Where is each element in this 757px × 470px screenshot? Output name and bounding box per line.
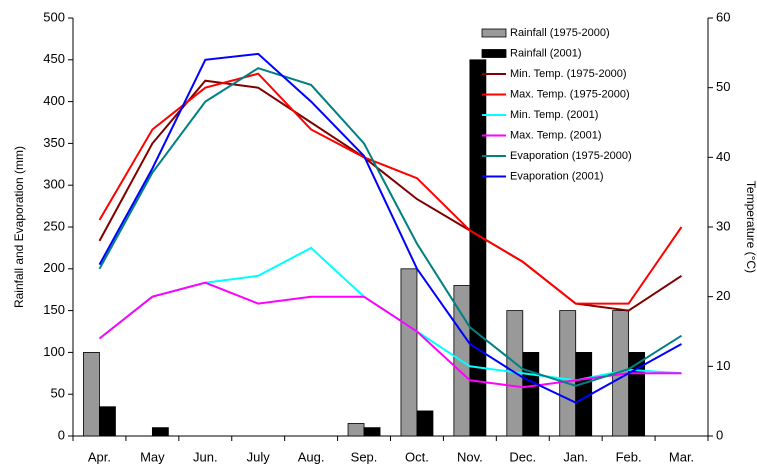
y-tick-label: 150	[43, 302, 65, 317]
x-tick-label: Mar.	[669, 449, 694, 464]
line	[98, 281, 682, 389]
y-tick-label: 0	[58, 427, 65, 442]
bar	[416, 410, 434, 437]
line	[98, 67, 683, 387]
legend-label: Max. Temp. (2001)	[510, 129, 602, 141]
x-tick-label: Oct.	[405, 449, 429, 464]
y2-tick-label: 0	[716, 427, 723, 442]
x-tick-label: Jun.	[193, 449, 218, 464]
y2-tick-label: 30	[716, 218, 730, 233]
bar	[99, 406, 116, 437]
y-tick-label: 250	[43, 218, 65, 233]
y2-tick-label: 10	[716, 358, 730, 373]
x-tick-label: Apr.	[88, 449, 111, 464]
bar	[347, 423, 365, 437]
x-tick-label: Jan.	[563, 449, 588, 464]
legend-label: Rainfall (2001)	[510, 47, 582, 59]
x-tick-label: May	[140, 449, 165, 464]
legend-label: Evaporation (2001)	[510, 170, 604, 182]
y-tick-label: 450	[43, 51, 65, 66]
y-axis-label: Rainfall and Evaporation (mm)	[12, 146, 26, 308]
x-tick-label: Sep.	[351, 449, 378, 464]
legend-swatch	[481, 49, 507, 58]
x-tick-label: Feb.	[616, 449, 642, 464]
line	[98, 72, 683, 305]
legend-label: Min. Temp. (2001)	[510, 109, 598, 121]
y-tick-label: 50	[51, 386, 65, 401]
line	[98, 79, 683, 312]
bar	[400, 268, 418, 437]
y2-tick-label: 40	[716, 149, 730, 164]
legend-label: Rainfall (1975-2000)	[510, 27, 610, 39]
y2-tick-label: 50	[716, 79, 730, 94]
y-tick-label: 350	[43, 135, 65, 150]
legend-label: Evaporation (1975-2000)	[510, 150, 632, 162]
legend-swatch	[481, 28, 507, 38]
y2-tick-label: 20	[716, 288, 730, 303]
y-tick-label: 500	[43, 9, 65, 24]
x-tick-label: Nov.	[457, 449, 483, 464]
y2-tick-label: 60	[716, 9, 730, 24]
bar	[83, 351, 100, 437]
y-tick-label: 400	[43, 93, 65, 108]
y-tick-label: 300	[43, 177, 65, 192]
y2-axis-label: Temperature (°C)	[744, 181, 757, 273]
x-tick-label: Aug.	[298, 449, 325, 464]
legend-label: Min. Temp. (1975-2000)	[510, 68, 627, 80]
bar	[363, 427, 381, 437]
x-tick-label: July	[247, 449, 271, 464]
line	[98, 52, 682, 404]
bar	[559, 310, 577, 437]
legend-label: Max. Temp. (1975-2000)	[510, 88, 630, 100]
y-tick-label: 100	[43, 344, 65, 359]
bar	[522, 351, 540, 437]
x-tick-label: Dec.	[509, 449, 536, 464]
bar	[151, 427, 169, 437]
y-tick-label: 200	[43, 260, 65, 275]
bar	[469, 59, 487, 437]
